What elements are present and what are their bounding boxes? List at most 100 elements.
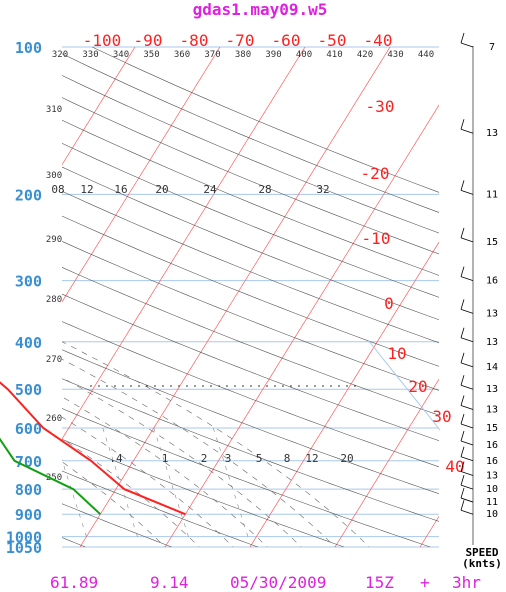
wind-barb-feather [460,352,465,363]
temperature-label: -10 [362,229,391,248]
dry-adiabat-line [62,119,439,276]
moist-adiabat-lines [62,341,370,547]
theta-label: 320 [52,50,68,60]
dry-adiabat-line [62,537,86,547]
theta-label: 330 [82,50,98,60]
theta-label: 310 [46,105,62,115]
wind-speed-label: 11 [486,189,498,200]
mixing-ratio-line [153,427,189,537]
wind-barb-feather [460,461,465,472]
temperature-label: 30 [432,407,451,426]
isotherm-line [62,47,221,303]
moist-adiabat-line [62,438,200,547]
wind-barb [460,309,474,314]
dry-adiabat-line [62,378,439,522]
footer-lat: 61.89 [50,573,99,592]
theta-label: 260 [46,414,62,424]
dry-adiabat-line [62,215,439,367]
dry-adiabat-line [62,97,439,255]
footer-plus: + [420,573,430,592]
wind-speed-label: 10 [486,484,498,495]
wind-barb-feather [460,32,465,44]
temperature-profile [0,381,186,516]
theta-labels: 320 330 340 350 360 370 380 390 400 410 420 430 4403… [46,50,434,483]
dry-adiabat-line [62,408,431,547]
speed-units-label: (knts) [462,557,502,570]
mixing-ratio-line [212,427,249,537]
temperature-label: 20 [408,377,427,396]
theta-label: 430 [387,50,403,60]
mixing-ratio-label: 20 [340,452,353,465]
wind-barb [460,42,474,48]
moist-label: 20 [155,183,168,196]
wind-speed-label: 13 [486,308,498,319]
wind-speed-label: 16 [486,456,498,467]
wind-speed-label: 14 [486,362,498,373]
temperature-label: -100 [83,31,122,50]
wind-speed-label: 10 [486,509,498,520]
dewpoint-profile [0,437,101,515]
moist-adiabat-line [62,461,166,547]
wind-barb [460,384,474,390]
theta-label: 410 [326,50,342,60]
pressure-label: 900 [15,506,42,524]
moist-label: 12 [80,183,93,196]
theta-label: 270 [46,355,62,365]
wind-barb [460,337,474,343]
wind-barb [460,484,474,490]
wind-barb [460,405,474,410]
pressure-label: 1000 [6,529,42,547]
pressure-label: 500 [15,381,42,399]
isotherm-line [249,241,439,547]
theta-label: 300 [46,171,62,181]
moist-adiabat-line [62,396,268,547]
wind-barb-feather [460,487,465,499]
moist-label: 28 [258,183,271,196]
theta-label: 280 [46,295,62,305]
theta-label: 420 [357,50,373,60]
wind-barb [460,497,474,503]
chart-title: gdas1.may09.w5 [193,0,328,19]
wind-barb [460,509,474,515]
wind-barb-feather [460,475,465,486]
theta-label: 380 [235,50,251,60]
moist-adiabat-labels: 08 12 16 20 24 28 32 [51,183,329,196]
isobar-lines [62,46,439,548]
temperature-label: -30 [366,97,395,116]
pressure-label: 100 [15,39,42,57]
wind-barb-feather [460,299,465,310]
isotherm-line [79,47,391,547]
pressure-label: 400 [15,334,42,352]
wind-barb-feather [460,446,465,457]
mixing-ratio-label: 5 [256,452,263,465]
theta-label: 250 [46,473,62,483]
wind-speed-label: 11 [486,497,498,508]
dry-adiabat-line [62,241,439,391]
sounding-profiles [0,381,186,516]
wind-barb [460,190,474,195]
theta-label: 390 [265,50,281,60]
wind-barb-feather [460,375,465,386]
dry-adiabat-line [62,503,172,547]
mixing-ratio-label: 8 [284,452,291,465]
moist-label: 08 [51,183,64,196]
dry-adiabat-line [62,75,439,234]
wind-barb [460,362,474,368]
mixing-ratio-label: 2 [201,452,208,465]
footer-forecast: 3hr [452,573,481,592]
footer-date: 05/30/2009 [230,573,327,592]
dry-adiabat-lines [62,47,439,547]
wind-barb-feather [460,119,465,130]
temperature-label: -40 [364,31,393,50]
isotherm-line [62,47,306,440]
wind-speed-label: 13 [486,337,498,348]
pressure-label: 1050 [6,539,42,557]
mixing-ratio-labels: .4 1 2 3 5 8 12 20 [109,452,353,465]
wind-barb-feather [460,327,465,338]
dry-adiabat-line [62,293,439,441]
tropopause-boundary [367,339,441,431]
dry-adiabat-line [62,470,259,547]
